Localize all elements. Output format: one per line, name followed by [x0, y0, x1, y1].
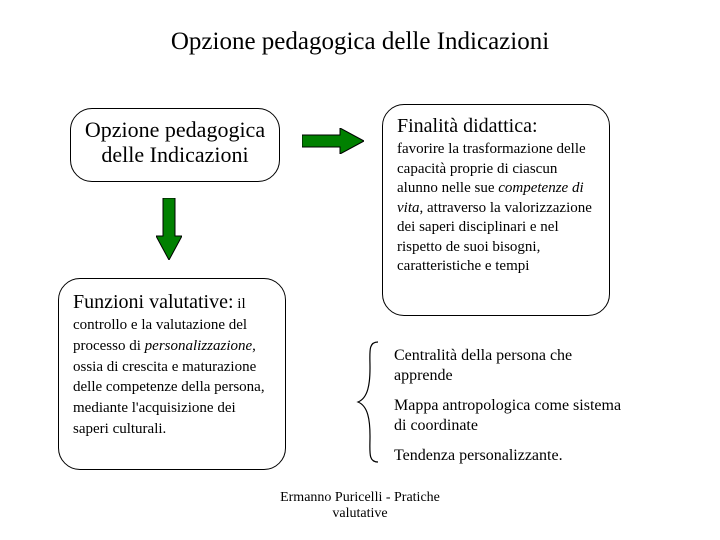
funzioni-body-italic: personalizzazione [145, 338, 253, 354]
box-funzioni-content: Funzioni valutative: il controllo e la v… [73, 289, 271, 440]
side-item-2: Tendenza personalizzante. [394, 446, 634, 466]
side-item-1: Mappa antropologica come sistema di coor… [394, 396, 634, 436]
box-finalita: Finalità didattica: favorire la trasform… [382, 104, 610, 316]
side-item-2-text: Tendenza personalizzante. [394, 447, 563, 464]
box-opzione-heading: Opzione pedagogica delle Indicazioni [85, 117, 265, 167]
arrow-right-icon [302, 128, 364, 154]
page-title-text: Opzione pedagogica delle Indicazioni [171, 28, 549, 55]
box-finalita-heading: Finalità didattica: [397, 115, 538, 137]
side-item-1-text: Mappa antropologica come sistema di coor… [394, 397, 621, 434]
box-funzioni-heading: Funzioni valutative: [73, 291, 234, 313]
footer-line2: valutative [332, 506, 387, 521]
footer: Ermanno Puricelli - Pratiche valutative [0, 490, 720, 522]
arrow-down-icon [156, 198, 182, 260]
brace-icon [356, 340, 382, 464]
side-item-0: Centralità della persona che apprende [394, 346, 634, 386]
box-finalita-body: favorire la trasformazione delle capacit… [397, 140, 595, 277]
page-title: Opzione pedagogica delle Indicazioni [0, 28, 720, 56]
box-opzione: Opzione pedagogica delle Indicazioni [70, 108, 280, 182]
diagram-canvas: Opzione pedagogica delle Indicazioni Opz… [0, 0, 720, 540]
footer-line1: Ermanno Puricelli - Pratiche [280, 490, 440, 505]
box-funzioni: Funzioni valutative: il controllo e la v… [58, 278, 286, 470]
finalita-body-after: , attraverso la valorizzazione dei saper… [397, 200, 592, 275]
side-item-0-text: Centralità della persona che apprende [394, 347, 572, 384]
